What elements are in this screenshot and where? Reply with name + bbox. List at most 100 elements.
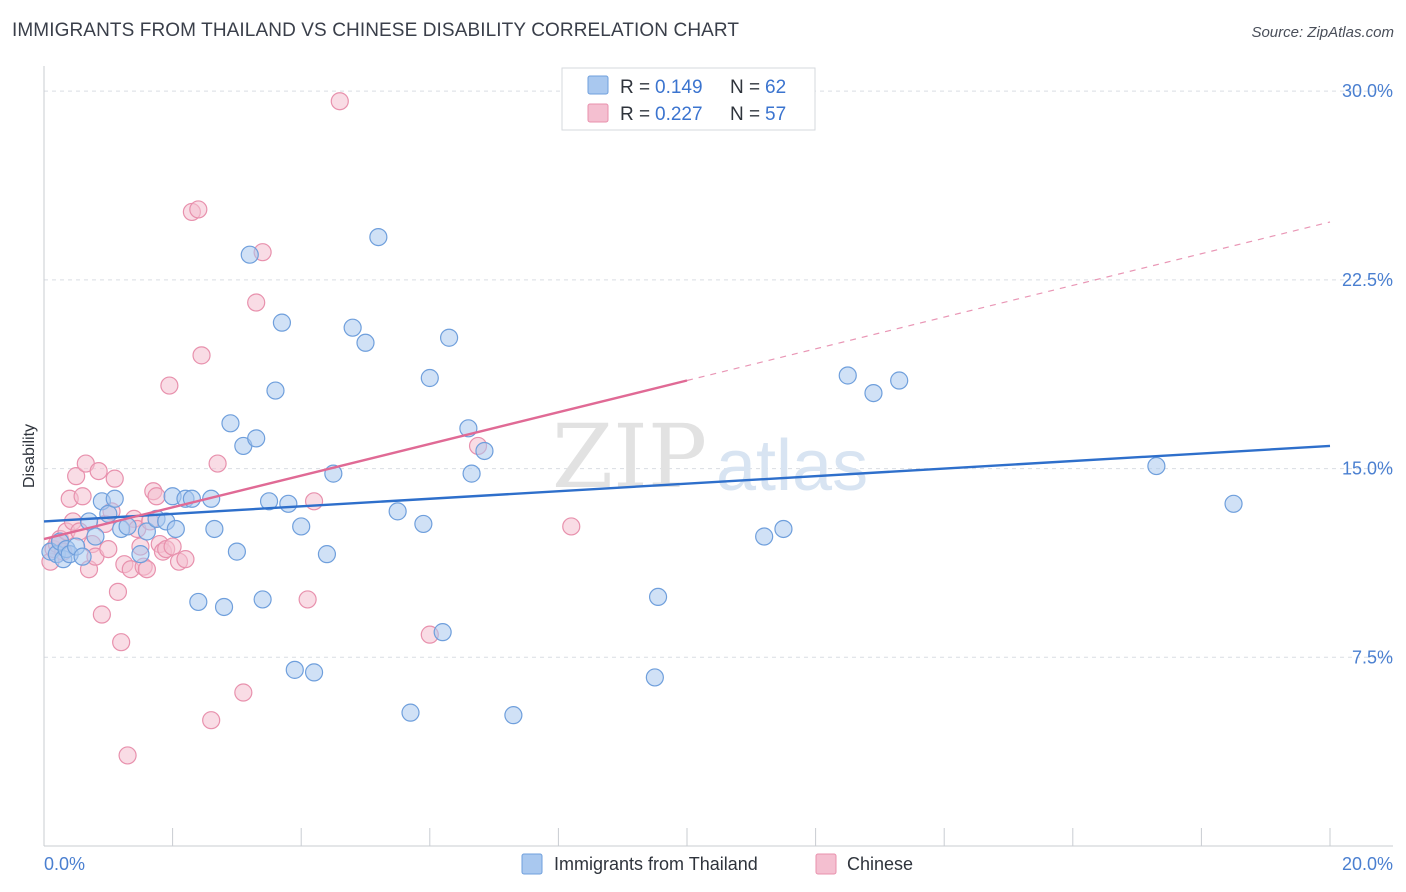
thailand-point (755, 527, 774, 546)
thailand-point (774, 519, 793, 539)
thailand-point (240, 245, 259, 264)
chinese-point (247, 293, 266, 312)
chinese-point (298, 590, 317, 609)
watermark: ZIP atlas (552, 405, 868, 508)
thailand-point (221, 414, 240, 433)
thailand-trend-line (43, 444, 1331, 523)
thailand-point (388, 502, 407, 521)
axes (43, 66, 1393, 847)
chinese-point (192, 346, 211, 365)
chinese-point (304, 492, 324, 511)
thailand-point (343, 318, 362, 337)
x-tick-max: 20.0% (1342, 854, 1393, 874)
legend-n-label-chinese: N = (730, 104, 760, 125)
legend-r-value-chinese: 0.227 (655, 104, 703, 125)
watermark-atlas: atlas (716, 426, 868, 506)
chinese-point (202, 711, 221, 730)
thailand-point (137, 522, 156, 541)
thailand-point (227, 542, 246, 561)
bottom-legend-swatch-thailand (521, 853, 543, 875)
x-tick-labels: 0.0% 20.0% (44, 854, 1393, 874)
chinese-point (67, 467, 86, 486)
legend-r-label-thailand: R = (620, 77, 650, 98)
y-tick-labels: 7.5% 15.0% 22.5% 30.0% (1342, 81, 1393, 667)
thailand-point (266, 381, 285, 400)
legend-n-label-thailand: N = (730, 77, 760, 98)
stats-legend: R = 0.149 N = 62 R = 0.227 N = 57 (561, 67, 816, 131)
thailand-point (105, 489, 124, 508)
thailand-point (285, 660, 304, 679)
thailand-point (292, 517, 311, 536)
thailand-point (247, 429, 266, 448)
legend-r-value-thailand: 0.149 (655, 77, 703, 98)
chinese-point (105, 469, 124, 488)
thailand-point (420, 368, 439, 388)
chinese-point (89, 461, 108, 481)
thailand-point (475, 441, 494, 461)
chinese-point (137, 560, 156, 579)
chinese-point (160, 376, 179, 395)
chart-title: IMMIGRANTS FROM THAILAND VS CHINESE DISA… (12, 20, 740, 41)
thailand-point (73, 547, 92, 566)
thailand-points (41, 227, 1243, 725)
chinese-point (108, 582, 128, 601)
bottom-legend-label-thailand: Immigrants from Thailand (554, 854, 758, 874)
thailand-point (259, 492, 279, 511)
thailand-point (279, 494, 298, 513)
thailand-point (864, 383, 883, 403)
thailand-point (414, 514, 433, 534)
thailand-point (272, 313, 292, 332)
thailand-point (214, 597, 234, 617)
legend-swatch-chinese (587, 103, 609, 123)
chinese-point (73, 487, 92, 506)
chinese-points (41, 92, 581, 765)
chinese-point (99, 539, 118, 559)
thailand-point (462, 464, 481, 483)
chinese-point (562, 517, 581, 536)
thailand-point (131, 545, 150, 564)
chinese-point (189, 200, 208, 219)
bottom-legend-label-chinese: Chinese (847, 854, 913, 874)
thailand-point (304, 663, 324, 682)
thailand-point (356, 333, 375, 352)
thailand-point (401, 703, 420, 722)
thailand-point (369, 227, 388, 247)
thailand-point (648, 587, 668, 607)
chinese-point (208, 454, 227, 473)
thailand-point (645, 668, 664, 687)
legend-n-value-chinese: 57 (765, 104, 786, 125)
chinese-point (118, 746, 137, 765)
watermark-zip: ZIP (552, 405, 707, 508)
bottom-legend-swatch-chinese (815, 853, 837, 875)
legend-n-value-thailand: 62 (765, 77, 786, 98)
thailand-point (439, 328, 459, 347)
chinese-point (234, 683, 253, 702)
chinese-point (163, 537, 182, 556)
series-legend: Immigrants from Thailand Chinese (521, 853, 913, 875)
thailand-point (205, 519, 224, 539)
legend-swatch-thailand (587, 75, 609, 95)
thailand-point (99, 504, 118, 523)
chinese-trend-extension (686, 221, 1331, 382)
legend-r-label-chinese: R = (620, 104, 650, 125)
thailand-point (1147, 456, 1166, 476)
chinese-point (112, 633, 131, 652)
thailand-point (504, 706, 523, 725)
thailand-point (890, 371, 909, 390)
chinese-point (176, 550, 195, 569)
chinese-point (330, 92, 349, 111)
x-tick-min: 0.0% (44, 854, 85, 874)
y-tick-label-3: 30.0% (1342, 81, 1393, 101)
thailand-point (317, 545, 337, 564)
y-tick-label-1: 15.0% (1342, 459, 1393, 479)
thailand-point (189, 592, 208, 612)
source-label: Source: ZipAtlas.com (1251, 24, 1394, 41)
grid-lines (44, 90, 1393, 658)
thailand-point (1224, 494, 1243, 513)
y-axis-label: Disability (21, 424, 38, 488)
chinese-point (92, 605, 111, 624)
thailand-point (166, 519, 185, 539)
thailand-point (433, 623, 452, 642)
trend-lines (43, 221, 1331, 541)
